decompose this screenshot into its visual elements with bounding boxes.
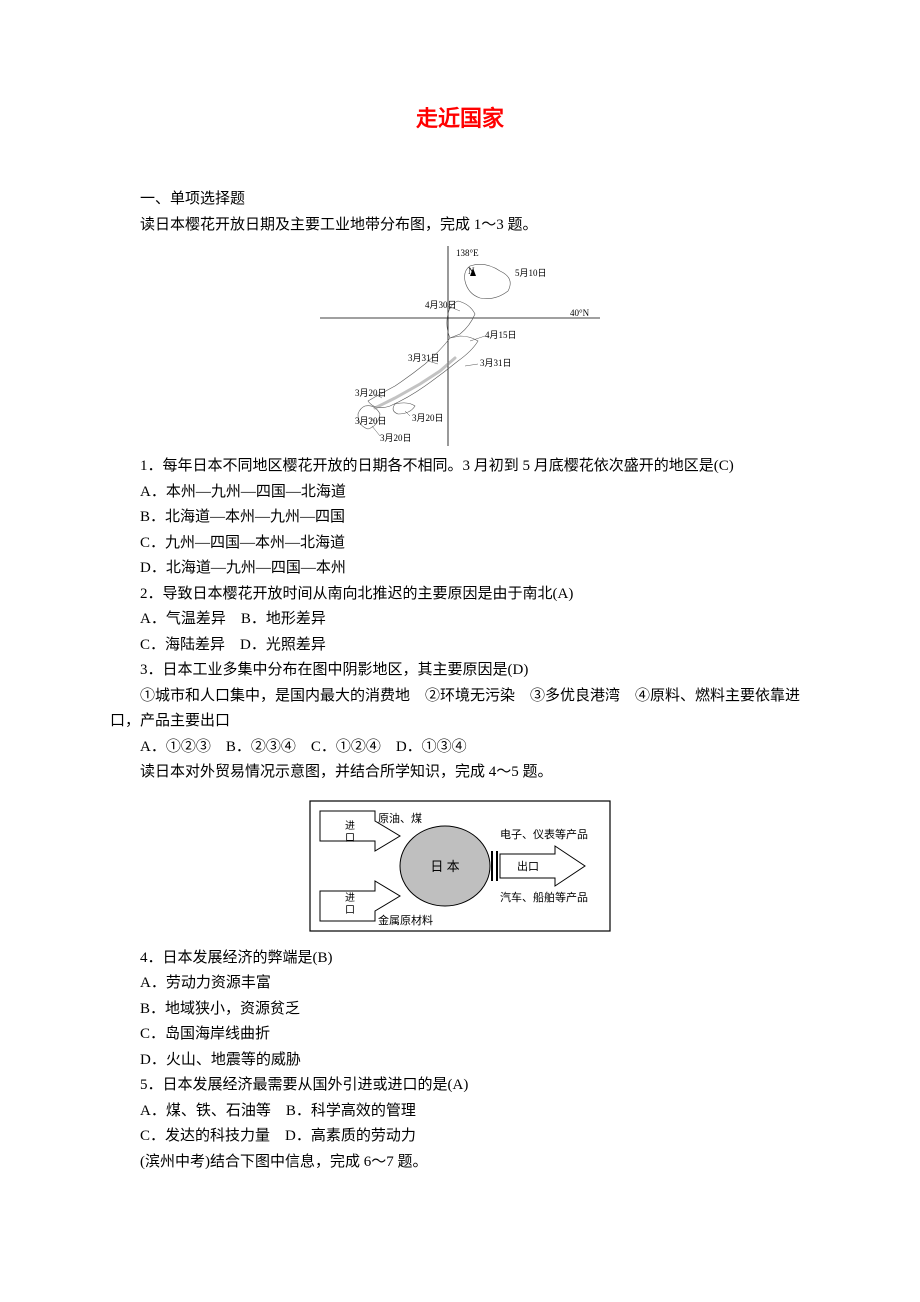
date-mar20-4: 3月20日 (380, 433, 412, 443)
intro-text-2: 读日本对外贸易情况示意图，并结合所学知识，完成 4～5 题。 (110, 760, 810, 786)
q5-options-cd: C．发达的科技力量 D．高素质的劳动力 (110, 1124, 810, 1150)
longitude-label: 138°E (456, 248, 479, 258)
q4-option-d: D．火山、地震等的威胁 (110, 1048, 810, 1074)
page-title: 走近国家 (110, 100, 810, 137)
q4-option-b: B．地域狭小，资源贫乏 (110, 997, 810, 1023)
import1-label: 原油、煤 (378, 811, 422, 825)
export-label: 出口 (517, 859, 539, 873)
question-5: 5．日本发展经济最需要从国外引进或进口的是(A) (110, 1073, 810, 1099)
intro-text-3: (滨州中考)结合下图中信息，完成 6～7 题。 (110, 1150, 810, 1176)
latitude-label: 40°N (570, 308, 590, 318)
diagram-center: 日 本 (430, 859, 459, 874)
q4-option-a: A．劳动力资源丰富 (110, 971, 810, 997)
date-mar20-2: 3月20日 (355, 416, 387, 426)
trade-diagram: 日 本 原油、煤 进 口 金属原材料 进 口 出口 电子、仪表等产品 汽车、船舶… (300, 796, 620, 936)
intro-text-1: 读日本樱花开放日期及主要工业地带分布图，完成 1～3 题。 (110, 213, 810, 239)
import-label-2b: 口 (345, 905, 355, 916)
date-may10: 5月10日 (515, 268, 547, 278)
q2-options-ab: A．气温差异 B．地形差异 (110, 607, 810, 633)
date-apr15: 4月15日 (485, 330, 517, 340)
import-label-1b: 口 (345, 833, 355, 844)
date-mar31-right: 3月31日 (480, 358, 512, 368)
q5-options-ab: A．煤、铁、石油等 B．科学高效的管理 (110, 1099, 810, 1125)
question-1: 1．每年日本不同地区樱花开放的日期各不相同。3 月初到 5 月底樱花依次盛开的地… (110, 454, 810, 480)
q4-option-c: C．岛国海岸线曲折 (110, 1022, 810, 1048)
date-mar20-1: 3月20日 (355, 388, 387, 398)
question-2: 2．导致日本樱花开放时间从南向北推迟的主要原因是由于南北(A) (110, 582, 810, 608)
import2-label: 金属原材料 (378, 913, 433, 927)
export2-label: 汽车、船舶等产品 (500, 890, 588, 904)
section-heading: 一、单项选择题 (110, 187, 810, 213)
japan-map-figure: 138°E 40°N 5月10日 4月30日 4月15日 3月31日 3月31日… (320, 246, 600, 446)
export1-label: 电子、仪表等产品 (500, 827, 588, 841)
q1-option-b: B．北海道—本州—九州—四国 (110, 505, 810, 531)
q1-option-c: C．九州—四国—本州—北海道 (110, 531, 810, 557)
q2-options-cd: C．海陆差异 D．光照差异 (110, 633, 810, 659)
question-3: 3．日本工业多集中分布在图中阴影地区，其主要原因是(D) (110, 658, 810, 684)
date-apr30: 4月30日 (425, 300, 457, 310)
date-mar20-3: 3月20日 (412, 413, 444, 423)
q1-option-d: D．北海道—九州—四国—本州 (110, 556, 810, 582)
q1-option-a: A．本州—九州—四国—北海道 (110, 480, 810, 506)
import-label-2: 进 (345, 892, 355, 904)
import-label-1: 进 (345, 820, 355, 832)
q3-statements: ①城市和人口集中，是国内最大的消费地 ②环境无污染 ③多优良港湾 ④原料、燃料主… (110, 684, 810, 735)
question-4: 4．日本发展经济的弊端是(B) (110, 946, 810, 972)
date-mar31-left: 3月31日 (408, 353, 440, 363)
q3-options: A．①②③ B．②③④ C．①②④ D．①③④ (110, 735, 810, 761)
